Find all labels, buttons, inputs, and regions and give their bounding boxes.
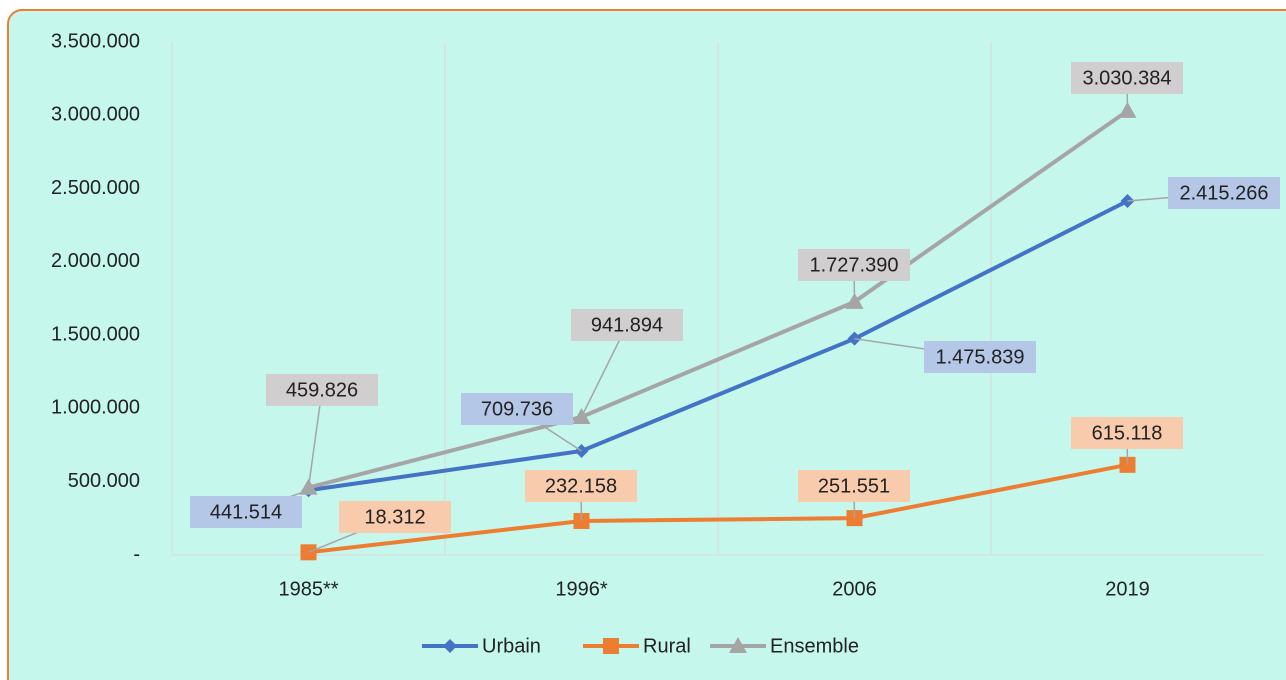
label-box xyxy=(266,374,378,406)
data-label: 1.727.390 xyxy=(810,254,899,276)
label-box xyxy=(571,309,683,341)
label-box xyxy=(1071,417,1183,449)
y-tick-label: 2.500.000 xyxy=(51,177,140,199)
legend-marker xyxy=(443,639,457,653)
series-line xyxy=(308,199,1129,493)
x-tick-label: 2006 xyxy=(832,578,877,600)
lines xyxy=(307,109,1129,555)
y-tick-label: 1.500.000 xyxy=(51,323,140,345)
data-label: 615.118 xyxy=(1092,422,1163,444)
chart-area xyxy=(7,9,1286,680)
series-line xyxy=(308,462,1128,555)
label-box xyxy=(924,341,1036,373)
data-label: 3.030.384 xyxy=(1083,67,1172,89)
y-tick-label: - xyxy=(133,543,140,565)
y-tick-label: 3.000.000 xyxy=(51,104,140,126)
y-tick-label: 2.000.000 xyxy=(51,250,140,272)
label-box xyxy=(798,249,910,281)
labels: 441.514 709.736 1.475.839 2.415.266 18.312 23… xyxy=(190,62,1280,554)
data-label: 251.551 xyxy=(818,475,890,497)
legend-label: Urbain xyxy=(482,635,541,657)
x-tick-label: 2019 xyxy=(1105,578,1150,600)
y-tick-label: 3.500.000 xyxy=(51,30,140,52)
y-tick-label: 500.000 xyxy=(68,470,140,492)
leader-line xyxy=(307,389,323,488)
label-box xyxy=(525,470,637,502)
x-tick-label: 1996* xyxy=(555,578,607,600)
legend-label: Ensemble xyxy=(770,635,859,657)
label-box xyxy=(1071,62,1183,94)
label-box xyxy=(461,393,573,425)
label-box xyxy=(190,496,302,528)
data-label: 232.158 xyxy=(545,475,617,497)
data-label: 2.415.266 xyxy=(1180,182,1269,204)
data-label: 709.736 xyxy=(481,398,553,420)
label-box xyxy=(339,501,451,533)
data-label: 941.894 xyxy=(591,314,663,336)
x-tick-label: 1985** xyxy=(278,578,338,600)
legend-marker xyxy=(729,637,747,653)
data-label: 1.475.839 xyxy=(936,346,1025,368)
legend-label: Rural xyxy=(643,635,691,657)
data-label: 441.514 xyxy=(210,501,282,523)
series-line xyxy=(307,109,1129,490)
legend-marker xyxy=(603,638,619,654)
data-label: 459.826 xyxy=(286,379,358,401)
data-label: 18.312 xyxy=(364,506,425,528)
y-tick-label: 1.000.000 xyxy=(51,397,140,419)
label-box xyxy=(1168,177,1280,209)
label-box xyxy=(798,470,910,502)
